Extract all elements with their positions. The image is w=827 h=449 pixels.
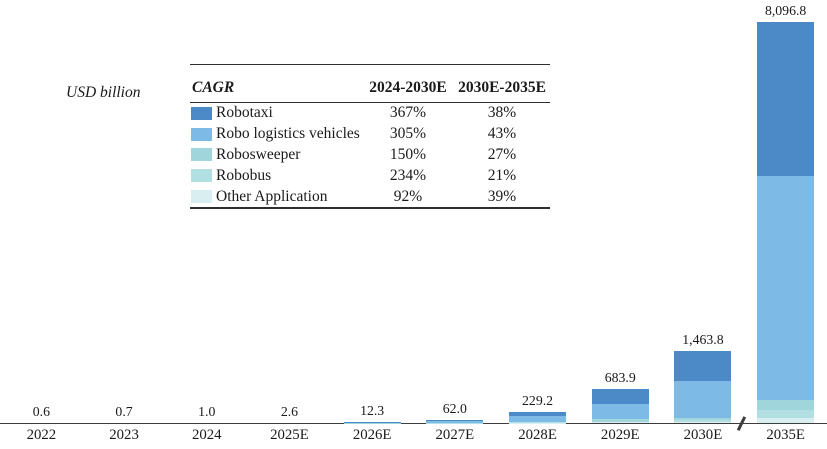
x-axis-line (0, 422, 827, 425)
legend-label-text: Robotaxi (216, 104, 273, 122)
bar-2028e (509, 411, 567, 423)
cagr-table-rows: Robotaxi 367% 38% Robo logistics vehicles 30… (190, 103, 550, 209)
x-tick-label-2024: 2024 (191, 427, 222, 443)
value-label-2024: 1.0 (198, 403, 216, 419)
cagr-value-2024-2030e: 367% (389, 104, 427, 122)
value-label-2030e: 1,463.8 (682, 331, 724, 347)
x-tick-label-2029e: 2029E (600, 427, 640, 443)
bar-2029e (591, 389, 649, 423)
robotaxi-segment (591, 389, 649, 404)
x-tick-label-2028e: 2028E (518, 427, 557, 443)
cagr-value-2024-2030e: 305% (389, 125, 427, 143)
robobus-swatch (191, 169, 212, 183)
robotaxi-segment (674, 350, 732, 381)
x-tick-label-2022: 2022 (26, 427, 57, 443)
legend-row-robosweeper: Robosweeper 150% 27% (190, 145, 550, 166)
other-application-segment (757, 418, 815, 423)
value-label-2035e: 8,096.8 (764, 3, 807, 18)
cagr-table-title: CAGR (192, 79, 235, 96)
x-tick-label-2035e: 2035E (766, 427, 805, 443)
robotaxi-swatch (191, 106, 212, 120)
legend-label-cell: Robosweeper (190, 146, 362, 164)
robosweeper-segment (509, 421, 567, 423)
cagr-table-header: CAGR 2024-2030E 2030E-2035E (190, 64, 550, 103)
cagr-column-2024-2030e: 2024-2030E (369, 79, 447, 96)
cagr-value-2030e-2035e: 39% (487, 187, 517, 205)
bar-2026e (343, 422, 401, 423)
robo-logistics-vehicles-segment (426, 421, 484, 423)
legend-label-cell: Robo logistics vehicles (190, 125, 362, 143)
robo-logistics-vehicles-segment (591, 403, 649, 420)
cagr-column-2030e-2035e: 2030E-2035E (458, 79, 546, 96)
robo-logistics-vehicles-segment (509, 416, 567, 422)
robosweeper-segment (674, 417, 732, 421)
value-label-2026e: 12.3 (360, 403, 385, 419)
cagr-value-2030e-2035e: 43% (487, 125, 517, 143)
robobus-segment (674, 420, 732, 422)
bar-2035e (757, 22, 815, 423)
value-label-2029e: 683.9 (604, 370, 636, 386)
x-tick-label-2026e: 2026E (352, 427, 392, 443)
cagr-value-2024-2030e: 92% (393, 187, 423, 205)
other-application-segment (674, 421, 732, 423)
cagr-value-2030e-2035e: 27% (487, 145, 517, 163)
legend-label-cell: Other Application (190, 188, 362, 206)
legend-label-text: Robobus (216, 166, 272, 184)
value-label-2028e: 229.2 (522, 392, 554, 408)
robo-logistics-vehicles-segment (674, 380, 732, 418)
robotaxi-segment (509, 411, 567, 417)
x-tick-label-2025e: 2025E (270, 427, 309, 443)
cagr-value-2024-2030e: 150% (389, 145, 427, 163)
cagr-value-2030e-2035e: 21% (487, 166, 517, 184)
robotaxi-segment (426, 419, 484, 422)
robo-logistics-vehicles-segment (757, 175, 815, 401)
legend-label-text: Other Application (216, 187, 328, 205)
x-tick-label-2023: 2023 (109, 427, 139, 443)
value-label-2022: 0.6 (32, 403, 50, 419)
robosweeper-segment (757, 400, 815, 411)
legend-row-robo-logistics-vehicles: Robo logistics vehicles 305% 43% (190, 124, 550, 145)
robobus-segment (591, 421, 649, 423)
other-application-swatch (191, 190, 212, 204)
x-tick-label-2027e: 2027E (435, 427, 475, 443)
value-label-2023: 0.7 (115, 403, 133, 419)
legend-label-cell: Robotaxi (190, 104, 362, 122)
cagr-value-2024-2030e: 234% (389, 166, 427, 184)
robo-logistics-vehicles-swatch (191, 127, 212, 141)
robosweeper-segment (591, 419, 649, 422)
value-label-2027e: 62.0 (442, 400, 467, 416)
robosweeper-swatch (191, 148, 212, 162)
legend-row-robotaxi: Robotaxi 367% 38% (190, 103, 550, 124)
legend-label-text: Robo logistics vehicles (216, 125, 360, 143)
bar-2030e (674, 350, 732, 423)
legend-label-text: Robosweeper (216, 145, 301, 163)
value-label-2025e: 2.6 (280, 403, 299, 419)
robobus-segment (757, 410, 815, 419)
legend-row-other-application: Other Application 92% 39% (190, 186, 550, 207)
cagr-value-2030e-2035e: 38% (487, 104, 517, 122)
cagr-legend-table: CAGR 2024-2030E 2030E-2035E Robotaxi 367%… (190, 64, 550, 209)
x-tick-label-2030e: 2030E (683, 427, 723, 443)
other-application-segment (591, 422, 649, 423)
bar-2027e (426, 419, 484, 423)
legend-label-cell: Robobus (190, 167, 362, 185)
robotaxi-segment (757, 22, 815, 176)
y-axis-unit-label: USD billion (66, 84, 141, 101)
legend-row-robobus: Robobus 234% 21% (190, 165, 550, 186)
